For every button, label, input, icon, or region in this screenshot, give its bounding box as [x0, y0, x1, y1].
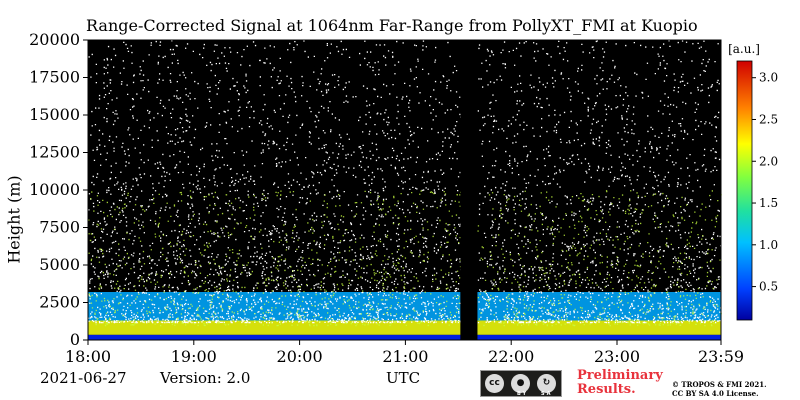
cc-icon: cc: [485, 374, 504, 393]
date-label: 2021-06-27: [40, 369, 127, 387]
layer-surface-0: [88, 334, 461, 340]
colorbar: [736, 60, 753, 321]
y-tick-label-4: 10000: [29, 180, 80, 199]
copyright-notice: © TROPOS & FMI 2021. CC BY SA 4.0 Licens…: [672, 380, 767, 398]
sa-label: SA: [541, 391, 553, 397]
data-gap: [460, 40, 478, 340]
by-label: BY: [517, 391, 529, 397]
preliminary-line1: Preliminary: [577, 368, 663, 383]
colorbar-unit: [a.u.]: [728, 42, 760, 56]
version-label: Version: 2.0: [160, 369, 251, 387]
x-tick-label-0: 18:00: [65, 347, 111, 366]
layer-boundary_layer-0: [88, 320, 461, 335]
colorbar-tick-label-3: 2.0: [759, 154, 778, 168]
colorbar-tick-label-5: 3.0: [759, 71, 778, 85]
x-tick-label-1: 19:00: [171, 347, 217, 366]
preliminary-line2: Results.: [577, 382, 636, 397]
y-tick-label-8: 20000: [29, 30, 80, 49]
y-tick-label-1: 2500: [39, 293, 80, 312]
y-tick-label-7: 17500: [29, 68, 80, 87]
x-tick-label-2: 20:00: [277, 347, 323, 366]
copyright-line2: CC BY SA 4.0 License.: [672, 389, 759, 398]
colorbar-tick-label-2: 1.5: [759, 196, 778, 210]
colorbar-tick-label-1: 1.0: [759, 238, 778, 252]
cc-license-badge: cc ● ↻ BY SA: [480, 370, 562, 397]
x-axis-label: UTC: [386, 369, 421, 387]
sa-icon: ↻: [537, 374, 556, 393]
y-tick-label-3: 7500: [39, 218, 80, 237]
y-tick-label-6: 15000: [29, 105, 80, 124]
chart-title: Range-Corrected Signal at 1064nm Far-Ran…: [86, 16, 698, 35]
layer-boundary_layer-1: [477, 320, 721, 335]
y-tick-label-0: 0: [70, 330, 80, 349]
by-icon: ●: [511, 374, 530, 393]
x-tick-label-4: 22:00: [488, 347, 534, 366]
preliminary-results: Preliminary Results.: [577, 369, 663, 397]
noise-speckle-white: [88, 40, 723, 324]
x-tick-label-5: 23:00: [594, 347, 640, 366]
x-tick-label-6: 23:59: [698, 347, 744, 366]
noise-speckle-color: [88, 190, 722, 327]
layer-surface-1: [477, 334, 721, 340]
colorbar-tick-label-4: 2.5: [759, 112, 778, 126]
colorbar-tick-label-0: 0.5: [759, 280, 778, 294]
y-tick-label-5: 12500: [29, 143, 80, 162]
layer-residual_layer-0: [88, 292, 461, 321]
y-tick-label-2: 5000: [39, 255, 80, 274]
copyright-line1: © TROPOS & FMI 2021.: [672, 380, 767, 389]
x-tick-label-3: 21:00: [382, 347, 428, 366]
